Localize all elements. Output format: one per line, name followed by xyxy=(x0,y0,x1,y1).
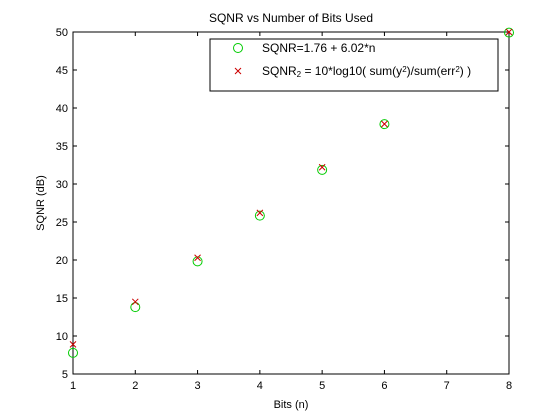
y-tick-label: 10 xyxy=(56,331,68,343)
legend-marker xyxy=(234,67,242,75)
y-tick-label: 5 xyxy=(62,369,68,381)
data-point-circle xyxy=(192,256,203,267)
legend-entry-label: SQNR2 = 10*log10( sum(y2)/sum(err2) ) xyxy=(262,64,471,79)
data-point-circle xyxy=(254,210,265,221)
x-tick-label: 1 xyxy=(70,380,76,392)
data-point-cross xyxy=(256,209,264,217)
data-point-circle xyxy=(317,164,328,175)
x-tick-label: 8 xyxy=(506,380,512,392)
data-point-circle xyxy=(68,347,78,358)
data-point-cross xyxy=(381,120,388,128)
y-tick-label: 45 xyxy=(56,65,68,77)
data-point-cross xyxy=(505,28,513,36)
data-point-cross xyxy=(194,254,201,262)
x-tick-label: 4 xyxy=(257,380,263,392)
y-tick-label: 40 xyxy=(56,103,68,115)
x-tick-label: 5 xyxy=(319,380,325,392)
y-tick-label: 20 xyxy=(56,255,68,267)
legend-marker xyxy=(233,43,243,53)
data-point-cross xyxy=(131,298,139,306)
y-axis-label: SQNR (dB) xyxy=(35,175,47,231)
chart-title: SQNR vs Number of Bits Used xyxy=(209,11,373,25)
y-tick-label: 35 xyxy=(56,141,68,153)
x-tick-label: 7 xyxy=(444,380,450,392)
x-tick-label: 3 xyxy=(195,380,201,392)
y-tick-label: 15 xyxy=(56,293,68,305)
legend: SQNR=1.76 + 6.02*n SQNR2 = 10*log10( sum(… xyxy=(209,38,499,92)
x-tick-label: 2 xyxy=(132,380,138,392)
y-tick-label: 25 xyxy=(56,217,68,229)
legend-entry-label: SQNR=1.76 + 6.02*n xyxy=(262,41,375,55)
y-tick-label: 30 xyxy=(56,179,68,191)
data-point-circle xyxy=(130,302,141,313)
data-point-cross xyxy=(69,341,77,348)
data-point-cross xyxy=(318,163,326,171)
x-axis-label: Bits (n) xyxy=(274,399,309,411)
legend-box xyxy=(209,38,499,92)
y-tick-label: 50 xyxy=(56,27,68,39)
data-marks xyxy=(68,27,514,358)
data-point-circle xyxy=(379,119,390,130)
x-tick-label: 6 xyxy=(381,380,387,392)
data-point-circle xyxy=(504,27,514,38)
